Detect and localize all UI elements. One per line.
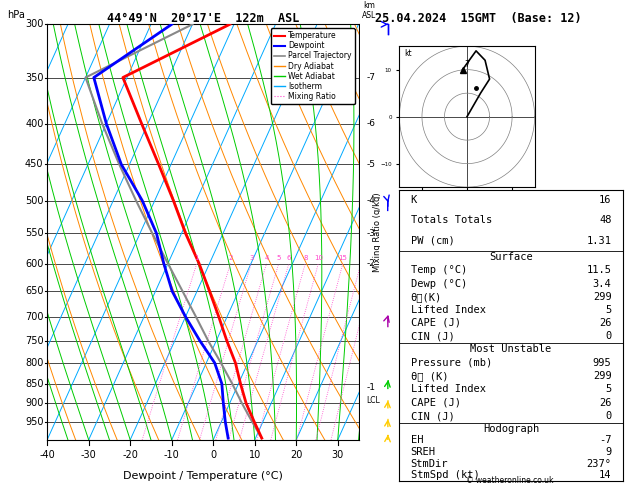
Text: -1: -1: [366, 383, 376, 392]
Text: 8: 8: [303, 255, 308, 261]
Text: hPa: hPa: [7, 10, 25, 20]
Text: 500: 500: [25, 195, 43, 206]
Text: 237°: 237°: [587, 459, 611, 469]
Text: Dewpoint / Temperature (°C): Dewpoint / Temperature (°C): [123, 471, 283, 481]
Text: LCL: LCL: [366, 396, 380, 405]
Text: 10: 10: [248, 450, 261, 460]
Text: 1.31: 1.31: [587, 236, 611, 245]
Text: Pressure (mb): Pressure (mb): [411, 358, 492, 368]
Text: 2: 2: [228, 255, 233, 261]
Text: -20: -20: [122, 450, 138, 460]
Text: θᴄ (K): θᴄ (K): [411, 371, 448, 381]
Text: K: K: [411, 195, 417, 205]
Text: Surface: Surface: [489, 252, 533, 262]
Text: 995: 995: [593, 358, 611, 368]
Text: SREH: SREH: [411, 447, 435, 457]
Text: CIN (J): CIN (J): [411, 331, 454, 341]
Text: 4: 4: [264, 255, 269, 261]
Text: 11.5: 11.5: [587, 265, 611, 276]
Text: 450: 450: [25, 159, 43, 169]
Text: -3: -3: [366, 229, 376, 238]
Text: 600: 600: [25, 259, 43, 269]
Text: CAPE (J): CAPE (J): [411, 398, 460, 408]
Text: -30: -30: [81, 450, 97, 460]
Text: 1: 1: [194, 255, 199, 261]
Text: 850: 850: [25, 379, 43, 389]
Text: 26: 26: [599, 318, 611, 328]
Text: 14: 14: [599, 470, 611, 480]
Text: 30: 30: [331, 450, 344, 460]
Text: 400: 400: [25, 119, 43, 129]
Text: 5: 5: [277, 255, 281, 261]
Text: 6: 6: [287, 255, 291, 261]
Text: 16: 16: [599, 195, 611, 205]
Text: Lifted Index: Lifted Index: [411, 305, 486, 315]
Text: 350: 350: [25, 72, 43, 83]
Text: 7: 7: [465, 60, 470, 69]
Text: 0: 0: [210, 450, 216, 460]
Text: -7: -7: [366, 73, 376, 82]
Legend: Temperature, Dewpoint, Parcel Trajectory, Dry Adiabat, Wet Adiabat, Isotherm, Mi: Temperature, Dewpoint, Parcel Trajectory…: [270, 28, 355, 104]
Text: Mixing Ratio (g/kg): Mixing Ratio (g/kg): [373, 192, 382, 272]
Text: 300: 300: [25, 19, 43, 29]
Text: Totals Totals: Totals Totals: [411, 215, 492, 225]
Text: 950: 950: [25, 417, 43, 427]
Text: km
ASL: km ASL: [362, 1, 376, 20]
Text: -6: -6: [366, 119, 376, 128]
Text: 10: 10: [314, 255, 323, 261]
Text: 299: 299: [593, 292, 611, 302]
Text: 0: 0: [605, 331, 611, 341]
Text: Dewp (°C): Dewp (°C): [411, 278, 467, 289]
Text: 5: 5: [605, 305, 611, 315]
Text: 550: 550: [25, 228, 43, 239]
Text: CAPE (J): CAPE (J): [411, 318, 460, 328]
Text: 750: 750: [25, 335, 43, 346]
Text: PW (cm): PW (cm): [411, 236, 454, 245]
Text: EH: EH: [411, 435, 423, 445]
Text: 44°49'N  20°17'E  122m  ASL: 44°49'N 20°17'E 122m ASL: [107, 12, 299, 25]
Text: -40: -40: [39, 450, 55, 460]
Text: -2: -2: [366, 259, 376, 268]
Text: 650: 650: [25, 286, 43, 296]
Text: Hodograph: Hodograph: [483, 424, 539, 434]
Text: 25.04.2024  15GMT  (Base: 12): 25.04.2024 15GMT (Base: 12): [375, 12, 581, 25]
Text: -10: -10: [164, 450, 180, 460]
Text: 700: 700: [25, 312, 43, 322]
Text: 48: 48: [599, 215, 611, 225]
Text: 299: 299: [593, 371, 611, 381]
Text: 26: 26: [599, 398, 611, 408]
Text: θᴄ(K): θᴄ(K): [411, 292, 442, 302]
Text: StmSpd (kt): StmSpd (kt): [411, 470, 479, 480]
Text: -4: -4: [366, 196, 376, 205]
Text: Lifted Index: Lifted Index: [411, 384, 486, 395]
Text: 3: 3: [249, 255, 253, 261]
Text: -7: -7: [599, 435, 611, 445]
Text: 800: 800: [25, 358, 43, 368]
Text: 5: 5: [605, 384, 611, 395]
Text: kt: kt: [404, 49, 411, 57]
Text: © weatheronline.co.uk: © weatheronline.co.uk: [465, 476, 554, 485]
Text: 15: 15: [338, 255, 347, 261]
Text: StmDir: StmDir: [411, 459, 448, 469]
Text: Most Unstable: Most Unstable: [470, 344, 552, 354]
Text: -5: -5: [366, 160, 376, 169]
Text: 0: 0: [605, 411, 611, 421]
Text: 900: 900: [25, 399, 43, 408]
Text: 20: 20: [290, 450, 303, 460]
Text: Temp (°C): Temp (°C): [411, 265, 467, 276]
Text: CIN (J): CIN (J): [411, 411, 454, 421]
Text: 9: 9: [605, 447, 611, 457]
Text: 3.4: 3.4: [593, 278, 611, 289]
